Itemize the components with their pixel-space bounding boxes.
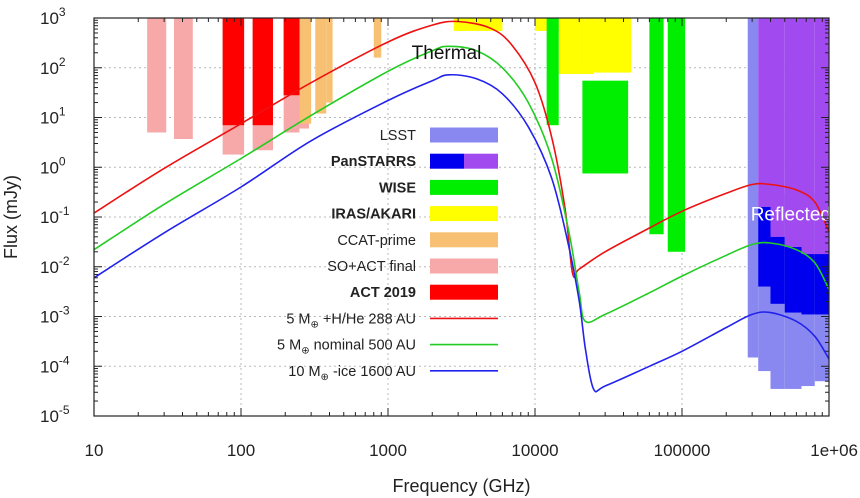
legend-label: 10 M⊕ -ice 1600 AU [288,364,416,383]
sensitivity-band [784,246,802,313]
y-tick-label: 100 [40,154,66,177]
legend-swatch [430,284,498,300]
legend-label: PanSTARRS [331,154,416,170]
x-axis-title: Frequency (GHz) [392,476,530,496]
y-tick-label: 10-2 [40,254,70,277]
legend-item: ACT 2019 [350,284,498,301]
legend-label: SO+ACT final [327,259,416,275]
sensitivity-band [758,206,771,287]
region-wise [546,18,686,252]
region-iras-akari [453,18,632,74]
y-tick-label: 101 [40,105,66,128]
model-curves [93,20,830,393]
legend-item: PanSTARRS [331,153,498,170]
region-ccat-prime [299,18,382,124]
legend-item: CCAT-prime [337,232,498,249]
series-line-2 [93,45,830,324]
x-tick-label: 100 [227,441,255,460]
legend-item: IRAS/AKARI [331,206,498,223]
legend-label: IRAS/AKARI [331,207,416,223]
x-tick-label: 10 [85,441,104,460]
sensitivity-band [373,18,382,58]
y-tick-label: 10-3 [40,304,70,327]
sensitivity-band [315,18,327,114]
sensitivity-band [283,18,300,96]
legend-item: LSST [380,127,498,144]
sensitivity-band [582,80,629,174]
sensitivity-band [770,236,785,304]
legend: LSST PanSTARRS WISE IRAS/AKARI CCAT-prime SO+… [277,127,498,383]
region-panstaars-purple- [758,18,829,255]
sensitivity-band [173,18,193,139]
sensitivity-band [747,18,759,358]
x-tick-label: 1000 [369,441,407,460]
legend-label: ACT 2019 [350,285,416,301]
legend-label: LSST [380,128,416,144]
annotations: Thermal Reflected [412,43,831,226]
legend-item: 10 M⊕ -ice 1600 AU [288,364,498,383]
region-panstaars-blue- [758,206,829,315]
sensitivity-band [801,254,815,315]
sensitivity-band [558,18,580,74]
x-tick-label: 1e+06 [810,441,858,460]
legend-swatch [430,179,498,195]
sensitivity-band [147,18,167,133]
sensitivity-band [593,18,632,73]
sensitivity-band [649,18,664,235]
legend-swatch [430,153,464,169]
sensitivity-band [299,18,312,124]
y-axis-title: Flux (mJy) [1,175,21,259]
sensitivity-band [222,18,245,126]
legend-label: 5 M⊕ +H/He 288 AU [286,311,416,330]
legend-item: 5 M⊕ nominal 500 AU [277,338,498,357]
sensitivity-band [546,18,559,126]
x-tick-label: 10000 [511,441,558,460]
legend-label: 5 M⊕ nominal 500 AU [277,338,416,357]
y-tick-label: 103 [40,5,66,28]
series-line-3 [93,73,830,393]
sensitivity-band [667,18,686,252]
y-tick-label: 10-5 [40,403,70,426]
sensitivity-band [758,18,771,207]
x-tick-label: 100000 [654,441,711,460]
y-tick-label: 10-1 [40,204,70,227]
legend-item: SO+ACT final [327,258,498,275]
sensitivity-band [579,18,594,74]
sensitivity-band [770,18,785,237]
legend-item: 5 M⊕ +H/He 288 AU [286,311,498,330]
annotation-thermal: Thermal [412,43,482,64]
series-line-1 [93,20,830,278]
annotation-reflected: Reflected [751,205,831,226]
legend-swatch [430,127,498,143]
y-tick-label: 10-4 [40,353,70,376]
legend-label: CCAT-prime [337,233,416,249]
legend-swatch [430,206,498,222]
legend-swatch [430,258,498,274]
legend-swatch [464,153,498,169]
y-tick-label: 102 [40,55,66,78]
sensitivity-band [326,18,333,103]
sensitivity-regions [147,18,829,389]
sensitivity-band [252,18,273,126]
sensitivity-band [814,18,829,255]
region-act-2019 [222,18,300,126]
sensitivity-band [801,18,815,255]
legend-label: WISE [379,180,416,196]
legend-swatch [430,232,498,248]
axes: 10 100 1000 10000 100000 1e+06 10-5 10-4 10-3 10-… [40,5,858,460]
legend-item: WISE [379,179,498,196]
